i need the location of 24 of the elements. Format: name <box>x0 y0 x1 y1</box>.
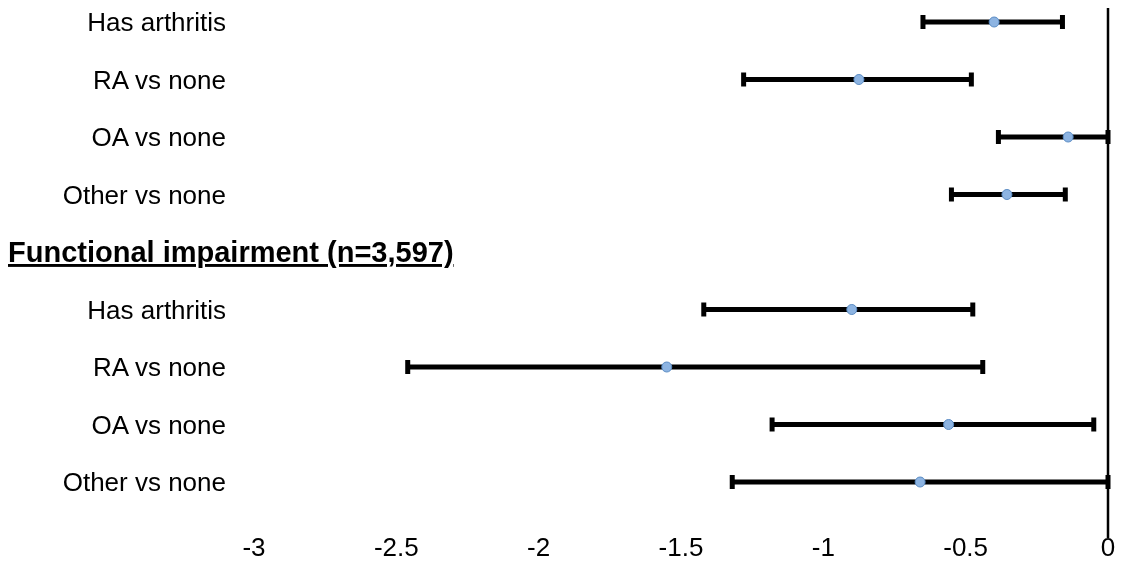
y-tick-label: Other vs none <box>62 179 226 210</box>
point <box>853 74 865 85</box>
x-tick-label: 0 <box>1100 532 1116 562</box>
x-tick-label: -3 <box>242 532 266 562</box>
point <box>988 16 1000 28</box>
y-tick-label: Other vs none <box>62 467 226 497</box>
y-tick-label: Has arthritis <box>87 7 226 37</box>
point <box>1001 189 1013 200</box>
y-tick-label: Has arthritis <box>87 294 226 325</box>
point <box>1062 131 1074 143</box>
x-tick-label: -0.5 <box>943 532 989 562</box>
point <box>914 476 926 488</box>
y-tick-label: OA vs none <box>91 122 226 152</box>
x-tick-label: -2.5 <box>373 532 419 562</box>
y-tick-label: RA vs none <box>93 64 226 95</box>
point <box>943 419 955 430</box>
point <box>846 304 858 315</box>
x-tick-label: -1 <box>811 532 835 562</box>
y-tick-label: RA vs none <box>93 352 226 382</box>
y-tick-label: Functional impairment (n=3,597) <box>8 236 454 268</box>
point <box>661 361 673 373</box>
x-tick-label: -1.5 <box>658 532 704 562</box>
x-tick-label: -2 <box>527 532 551 562</box>
y-tick-label: OA vs none <box>91 409 226 440</box>
